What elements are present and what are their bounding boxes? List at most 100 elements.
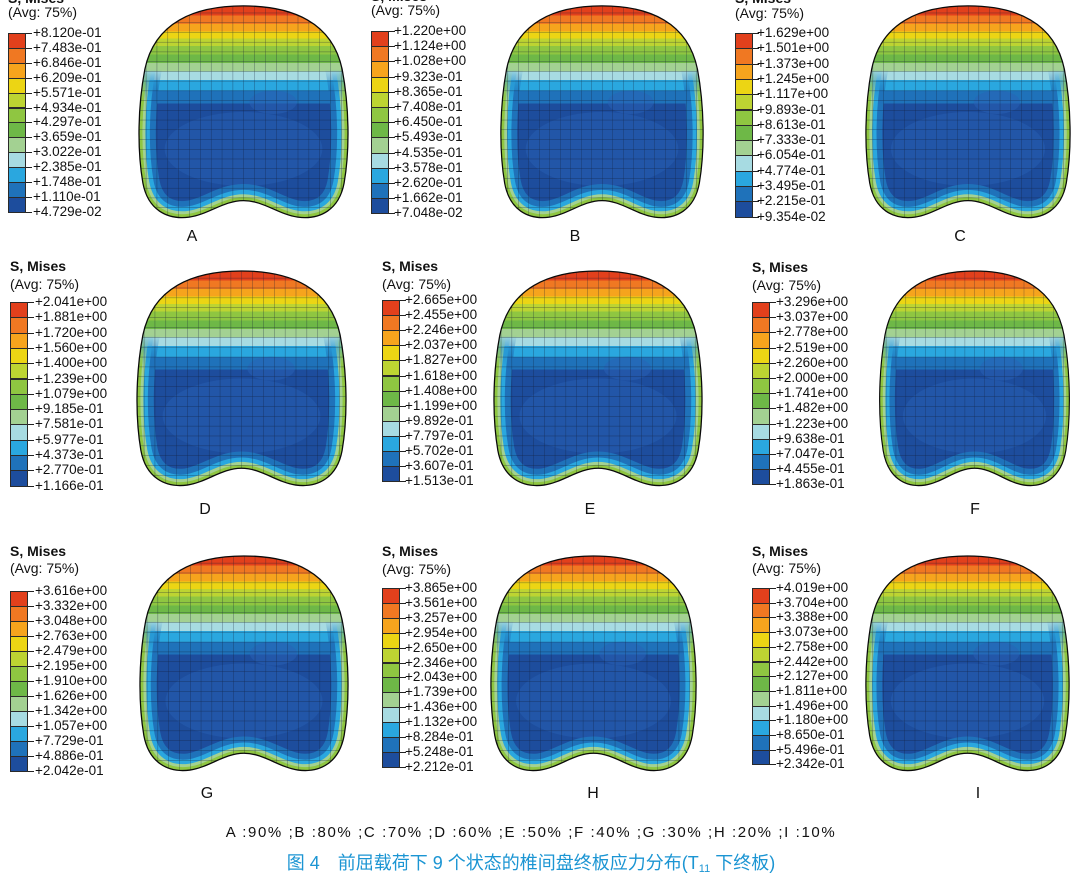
legend-tick-label: +1.741e+00	[776, 385, 849, 401]
legend-tick-mark	[400, 360, 406, 361]
legend-tick-label: +7.483e-01	[33, 39, 102, 55]
legend-tick-mark	[28, 651, 34, 652]
legend-tick-mark	[770, 632, 776, 633]
panel-label: F	[970, 501, 980, 518]
legend-tick-label: +2.385e-01	[33, 159, 102, 175]
legend-tick-mark	[28, 302, 34, 303]
legend-color-band	[371, 152, 389, 169]
legend-tick-label: +8.650e-01	[776, 727, 845, 742]
legend-tick-mark	[770, 720, 776, 721]
legend-tick-mark	[389, 183, 395, 184]
legend-title: S, Mises	[752, 259, 809, 275]
legend-tick-label: +3.332e+00	[35, 598, 108, 613]
legend-tick-label: +2.665e+00	[405, 292, 478, 307]
legend-tick-mark	[400, 633, 406, 634]
legend-color-band	[382, 360, 400, 377]
legend-color-band	[735, 48, 753, 65]
legend-color-band	[8, 33, 26, 49]
legend-color-band	[8, 92, 26, 109]
legend-color-band	[10, 439, 28, 456]
legend-color-band	[10, 681, 28, 697]
legend-tick-mark	[389, 137, 395, 138]
legend-color-band	[371, 198, 389, 215]
legend-tick-label: +3.257e+00	[405, 609, 478, 625]
legend-color-band	[382, 420, 400, 437]
legend-title: S, Mises	[382, 258, 439, 274]
legend-tick-label: +2.346e+00	[405, 654, 478, 670]
legend-color-band	[10, 606, 28, 622]
legend-tick-mark	[400, 300, 406, 301]
legend-color-band	[371, 137, 389, 154]
legend-tick-mark	[389, 31, 395, 32]
legend-tick-mark	[389, 77, 395, 78]
legend-tick-mark	[770, 603, 776, 604]
legend-tick-mark	[400, 330, 406, 331]
legend-color-band	[8, 122, 26, 139]
legend-tick-label: +1.739e+00	[405, 684, 478, 700]
legend-tick-label: +2.455e+00	[405, 307, 478, 323]
legend-tick-mark	[28, 317, 34, 318]
legend-tick-label: +3.388e+00	[776, 609, 849, 625]
legend-color-band	[10, 378, 28, 395]
legend-tick-label: +1.110e-01	[33, 188, 101, 204]
legend-tick-mark	[770, 378, 776, 379]
legend-tick-label: +1.910e+00	[35, 673, 108, 688]
legend-color-band	[735, 186, 753, 203]
legend-tick-mark	[26, 122, 32, 123]
legend-color-band	[735, 63, 753, 80]
legend-tick-mark	[770, 302, 776, 303]
legend-tick-mark	[389, 46, 395, 47]
legend-color-band	[10, 666, 28, 682]
legend-tick-mark	[389, 213, 395, 214]
legend-tick-mark	[400, 588, 406, 589]
legend-tick-mark	[28, 606, 34, 607]
legend-tick-mark	[28, 726, 34, 727]
legend-color-band	[10, 455, 28, 472]
legend-tick-label: +1.662e-01	[394, 190, 463, 206]
legend-tick-label: +8.284e-01	[405, 729, 474, 744]
legend-tick-label: +2.212e-01	[405, 758, 474, 774]
legend-color-band	[735, 94, 753, 111]
legend-tick-mark	[400, 737, 406, 738]
legend-tick-label: +2.037e+00	[405, 337, 478, 353]
endplate-contour-plot	[497, 3, 707, 222]
legend-tick-label: +6.209e-01	[33, 69, 102, 85]
legend-tick-label: +1.057e+00	[35, 718, 108, 733]
legend-tick-mark	[770, 691, 776, 692]
legend-tick-mark	[389, 122, 395, 123]
legend-color-band	[8, 62, 26, 79]
legend-tick-mark	[753, 171, 759, 172]
legend-averaging: (Avg: 75%)	[371, 2, 440, 18]
legend-color-band	[382, 375, 400, 392]
panel-label: H	[587, 785, 599, 802]
endplate-contour-plot	[490, 268, 706, 490]
legend-tick-mark	[770, 439, 776, 440]
legend-tick-mark	[770, 735, 776, 736]
legend-color-band	[382, 300, 400, 317]
legend-color-band	[10, 726, 28, 742]
legend-averaging: (Avg: 75%)	[10, 276, 79, 292]
legend-tick-mark	[389, 198, 395, 199]
legend-color-band	[735, 170, 753, 187]
legend-tick-label: +2.442e+00	[776, 653, 849, 669]
legend-color-band	[382, 692, 400, 709]
legend-tick-label: +4.729e-02	[33, 203, 102, 219]
legend-tick-mark	[753, 94, 759, 95]
legend-color-band	[752, 393, 770, 410]
legend-tick-label: +3.048e+00	[35, 613, 108, 628]
figure-caption: 图 4 前屈载荷下 9 个状态的椎间盘终板应力分布(T11 下终板)	[0, 852, 1062, 880]
legend-tick-label: +9.638e-01	[776, 430, 845, 446]
legend-title: S, Mises	[752, 543, 809, 559]
legend-title: S, Mises	[382, 543, 439, 559]
legend-tick-mark	[26, 197, 32, 198]
panel-label: D	[199, 501, 211, 518]
legend-color-band	[735, 155, 753, 172]
legend-averaging: (Avg: 75%)	[735, 5, 804, 21]
legend-averaging: (Avg: 75%)	[752, 277, 821, 293]
legend-color-band	[752, 302, 770, 319]
legend-color-band	[735, 109, 753, 126]
legend-tick-label: +1.028e+00	[394, 53, 467, 69]
legend-tick-mark	[770, 588, 776, 589]
legend-tick-label: +3.704e+00	[776, 594, 849, 610]
legend-tick-label: +1.239e+00	[35, 370, 108, 386]
